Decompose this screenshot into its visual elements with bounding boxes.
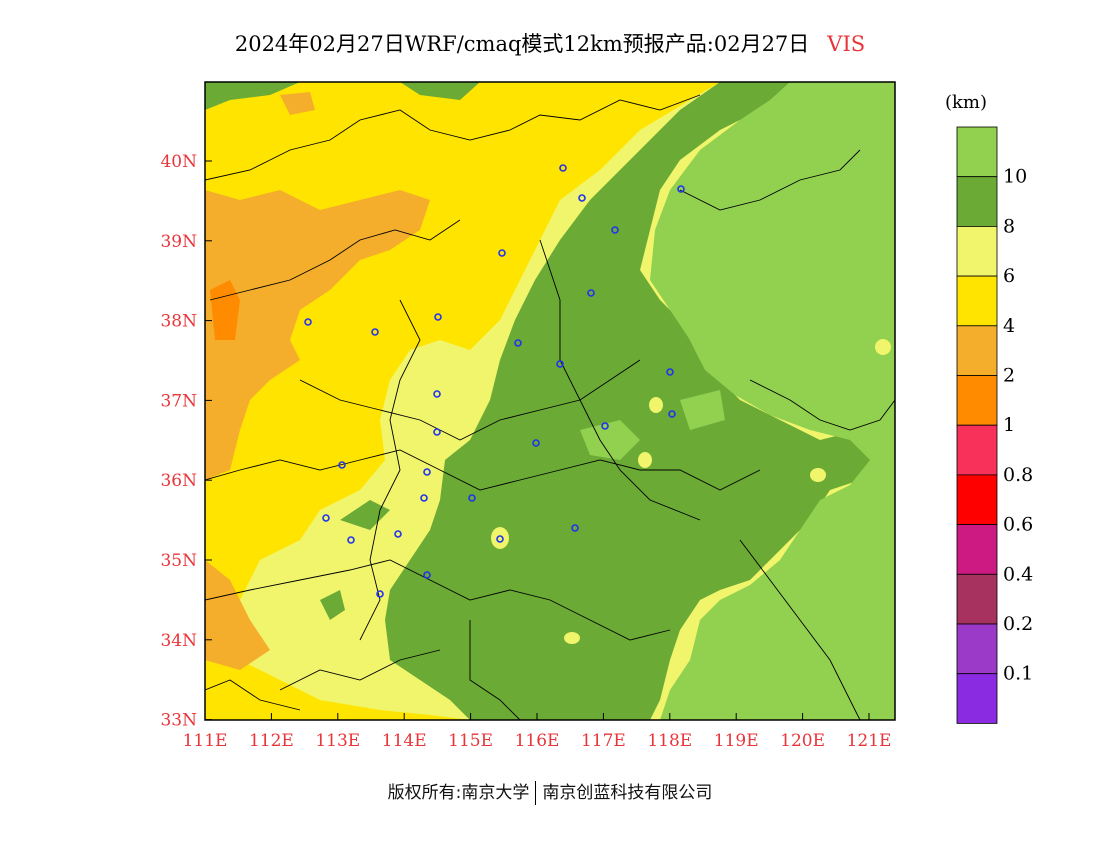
title-text: 2024年02月27日WRF/cmaq模式12km预报产品:02月27日 bbox=[234, 32, 810, 56]
city-marker bbox=[434, 313, 442, 321]
legend-swatch bbox=[956, 375, 998, 426]
city-marker bbox=[496, 535, 504, 543]
legend-label: 0.2 bbox=[1003, 613, 1033, 635]
legend-swatch bbox=[956, 424, 998, 476]
legend-swatch bbox=[956, 325, 998, 376]
lat-tick-label: 39N bbox=[160, 232, 197, 252]
lat-tick-label: 40N bbox=[160, 152, 197, 172]
legend-swatch bbox=[956, 225, 998, 277]
legend-label: 10 bbox=[1003, 166, 1027, 188]
legend-unit: (km) bbox=[945, 92, 987, 113]
latitude-axis: 40N 39N 38N 37N 36N 35N 34N 33N bbox=[160, 152, 212, 731]
lat-tick-label: 36N bbox=[160, 471, 197, 491]
legend-label: 0.8 bbox=[1003, 464, 1033, 486]
lat-tick-label: 37N bbox=[160, 391, 197, 411]
city-marker bbox=[611, 226, 619, 234]
legend-label: 4 bbox=[1003, 315, 1015, 337]
map-title: 2024年02月27日WRF/cmaq模式12km预报产品:02月27日 VIS bbox=[0, 28, 1100, 58]
color-legend: 10 8 6 4 2 1 0.8 0.6 0.4 0.2 0.1 bbox=[956, 126, 1033, 724]
lon-tick-label: 112E bbox=[249, 731, 294, 751]
legend-label: 1 bbox=[1003, 414, 1015, 436]
footer-separator bbox=[535, 781, 537, 805]
lon-tick-label: 119E bbox=[714, 731, 759, 751]
lat-tick-label: 38N bbox=[160, 312, 197, 332]
longitude-axis: 111E 112E 113E 114E 115E 116E 117E 118E 119E 120E… bbox=[183, 713, 892, 751]
company-text: 南京创蓝科技有限公司 bbox=[542, 783, 713, 803]
city-marker bbox=[433, 428, 441, 436]
city-marker bbox=[394, 530, 402, 538]
legend-swatch bbox=[956, 275, 998, 327]
city-markers bbox=[304, 164, 685, 598]
city-marker bbox=[668, 410, 676, 418]
city-marker bbox=[304, 318, 312, 326]
legend-swatch bbox=[956, 126, 998, 178]
city-marker bbox=[433, 390, 441, 398]
lon-tick-label: 114E bbox=[382, 731, 427, 751]
lon-tick-label: 118E bbox=[647, 731, 692, 751]
city-marker bbox=[423, 468, 431, 476]
lon-tick-label: 115E bbox=[448, 731, 493, 751]
lon-tick-label: 117E bbox=[581, 731, 626, 751]
copyright-text: 版权所有:南京大学 bbox=[387, 783, 530, 803]
city-marker bbox=[666, 368, 674, 376]
city-marker bbox=[514, 339, 522, 347]
city-marker bbox=[322, 514, 330, 522]
city-marker bbox=[571, 524, 579, 532]
lat-tick-label: 34N bbox=[160, 631, 197, 651]
boundary-lines bbox=[205, 94, 895, 720]
city-marker bbox=[371, 328, 379, 336]
legend-label: 0.6 bbox=[1003, 514, 1033, 536]
city-marker bbox=[601, 422, 609, 430]
legend-swatch bbox=[956, 176, 998, 227]
city-marker bbox=[498, 249, 506, 257]
legend-swatch bbox=[956, 573, 998, 625]
city-marker bbox=[423, 571, 431, 579]
city-marker bbox=[338, 461, 346, 469]
city-marker bbox=[559, 164, 567, 172]
lon-tick-label: 111E bbox=[183, 731, 228, 751]
city-marker bbox=[532, 439, 540, 447]
legend-label: 6 bbox=[1003, 265, 1015, 287]
map-frame bbox=[204, 81, 896, 721]
city-marker bbox=[587, 289, 595, 297]
legend-swatch bbox=[956, 524, 998, 575]
city-marker bbox=[468, 494, 476, 502]
lon-tick-label: 120E bbox=[780, 731, 825, 751]
legend-label: 0.4 bbox=[1003, 563, 1033, 585]
city-marker bbox=[578, 194, 586, 202]
legend-label: 0.1 bbox=[1003, 663, 1033, 685]
city-marker bbox=[347, 536, 355, 544]
city-marker bbox=[556, 360, 564, 368]
lat-tick-label: 35N bbox=[160, 551, 197, 571]
legend-swatch bbox=[956, 673, 998, 724]
lon-tick-label: 116E bbox=[515, 731, 560, 751]
variable-label: VIS bbox=[827, 32, 866, 56]
city-marker bbox=[376, 590, 384, 598]
legend-swatch bbox=[956, 623, 998, 675]
lat-tick-label: 33N bbox=[160, 711, 197, 731]
legend-label: 2 bbox=[1003, 365, 1015, 387]
city-marker bbox=[677, 185, 685, 193]
footer: 版权所有:南京大学 南京创蓝科技有限公司 bbox=[0, 778, 1100, 805]
legend-swatch bbox=[956, 474, 998, 525]
lon-tick-label: 121E bbox=[847, 731, 892, 751]
lon-tick-label: 113E bbox=[315, 731, 360, 751]
legend-label: 8 bbox=[1003, 215, 1015, 237]
city-marker bbox=[420, 494, 428, 502]
